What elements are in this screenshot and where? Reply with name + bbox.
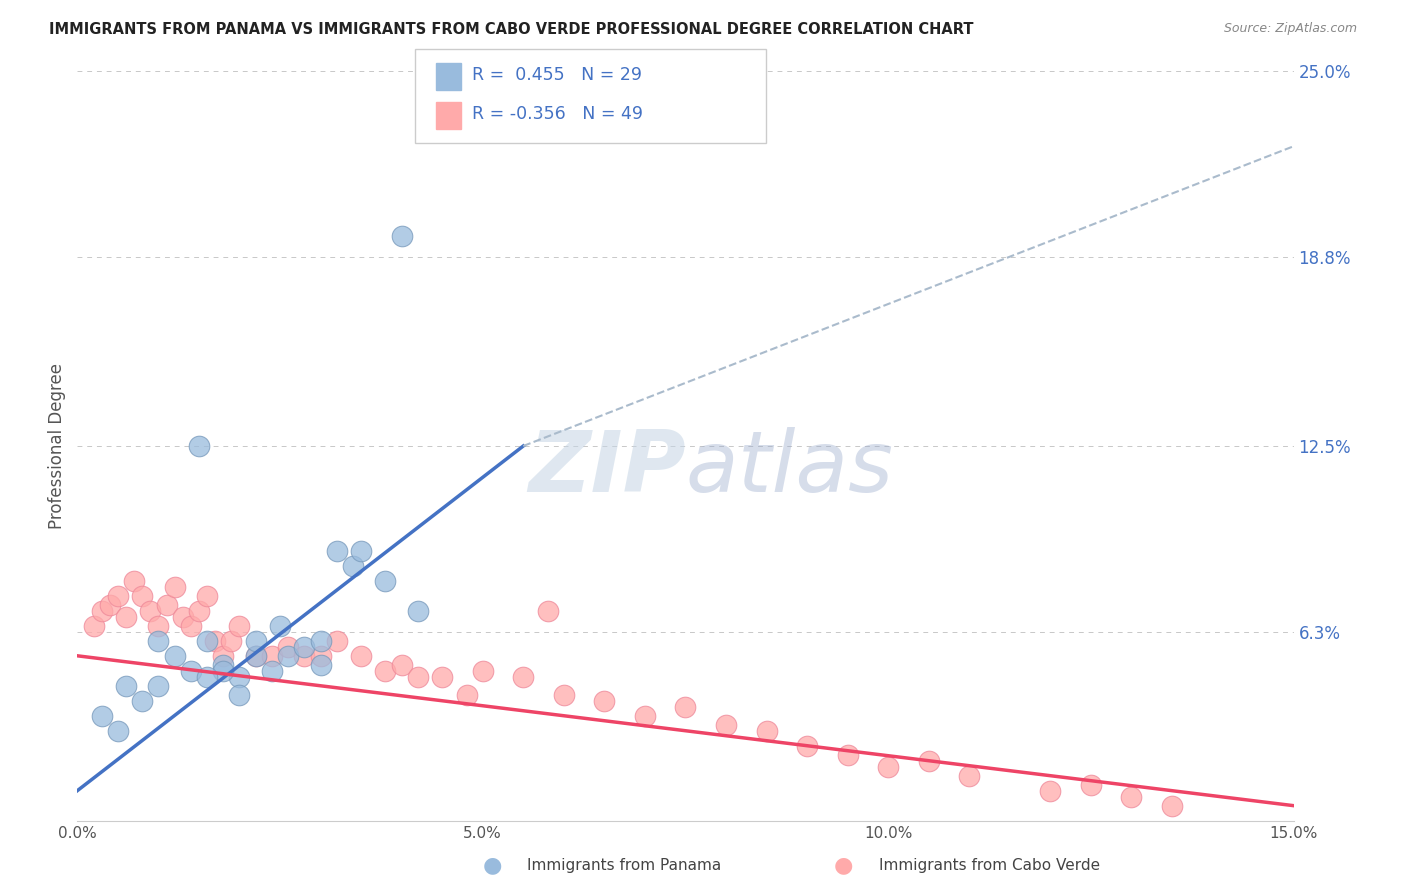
Text: Immigrants from Panama: Immigrants from Panama xyxy=(527,858,721,872)
Point xyxy=(260,664,283,678)
Point xyxy=(107,589,129,603)
Point xyxy=(148,679,170,693)
Point xyxy=(755,723,778,738)
Point xyxy=(212,664,235,678)
Point xyxy=(675,699,697,714)
Point xyxy=(90,604,112,618)
Point xyxy=(837,747,859,762)
Point xyxy=(195,589,218,603)
Point xyxy=(471,664,494,678)
Point xyxy=(512,670,534,684)
Point xyxy=(195,670,218,684)
Point xyxy=(536,604,558,618)
Text: ZIP: ZIP xyxy=(527,427,686,510)
Point xyxy=(292,648,315,663)
Point xyxy=(260,648,283,663)
Point xyxy=(456,688,478,702)
Point xyxy=(350,648,373,663)
Text: IMMIGRANTS FROM PANAMA VS IMMIGRANTS FROM CABO VERDE PROFESSIONAL DEGREE CORRELA: IMMIGRANTS FROM PANAMA VS IMMIGRANTS FRO… xyxy=(49,22,974,37)
Point xyxy=(228,688,250,702)
Point xyxy=(228,619,250,633)
Point xyxy=(90,708,112,723)
Point xyxy=(877,760,900,774)
Point xyxy=(1080,778,1102,792)
Point xyxy=(350,544,373,558)
Point xyxy=(180,664,202,678)
Point xyxy=(115,610,138,624)
Point xyxy=(204,633,226,648)
Point xyxy=(148,633,170,648)
Point xyxy=(796,739,818,753)
Point xyxy=(122,574,145,588)
Point xyxy=(430,670,453,684)
Point xyxy=(391,229,413,244)
Point xyxy=(391,657,413,672)
Text: atlas: atlas xyxy=(686,427,893,510)
Point xyxy=(245,648,267,663)
Point xyxy=(406,670,429,684)
Point xyxy=(309,648,332,663)
Point xyxy=(634,708,657,723)
Point xyxy=(83,619,105,633)
Text: R = -0.356   N = 49: R = -0.356 N = 49 xyxy=(472,105,644,123)
Point xyxy=(155,598,177,612)
Point xyxy=(228,670,250,684)
Point xyxy=(245,648,267,663)
Point xyxy=(172,610,194,624)
Point xyxy=(714,717,737,731)
Point xyxy=(269,619,291,633)
Point xyxy=(131,589,153,603)
Point xyxy=(212,657,235,672)
Point xyxy=(1161,798,1184,813)
Text: Source: ZipAtlas.com: Source: ZipAtlas.com xyxy=(1223,22,1357,36)
Point xyxy=(292,640,315,654)
Point xyxy=(180,619,202,633)
Point xyxy=(918,754,941,768)
Point xyxy=(593,694,616,708)
Point xyxy=(188,604,211,618)
Point xyxy=(98,598,121,612)
Point xyxy=(107,723,129,738)
Point xyxy=(326,633,349,648)
Point xyxy=(163,580,186,594)
Point xyxy=(309,633,332,648)
Point xyxy=(342,558,364,573)
Point xyxy=(221,633,243,648)
Y-axis label: Professional Degree: Professional Degree xyxy=(48,363,66,529)
Text: Immigrants from Cabo Verde: Immigrants from Cabo Verde xyxy=(879,858,1099,872)
Point xyxy=(148,619,170,633)
Point xyxy=(245,633,267,648)
Point xyxy=(1039,783,1062,797)
Point xyxy=(374,574,396,588)
Point xyxy=(326,544,349,558)
Point xyxy=(309,657,332,672)
Point xyxy=(1121,789,1143,804)
Point xyxy=(115,679,138,693)
Point xyxy=(131,694,153,708)
Point xyxy=(277,648,299,663)
Text: ●: ● xyxy=(482,855,502,875)
Point xyxy=(195,633,218,648)
Point xyxy=(188,439,211,453)
Text: R =  0.455   N = 29: R = 0.455 N = 29 xyxy=(472,66,643,84)
Point xyxy=(406,604,429,618)
Point xyxy=(277,640,299,654)
Point xyxy=(212,648,235,663)
Text: ●: ● xyxy=(834,855,853,875)
Point xyxy=(553,688,575,702)
Point xyxy=(374,664,396,678)
Point xyxy=(957,769,980,783)
Point xyxy=(163,648,186,663)
Point xyxy=(139,604,162,618)
